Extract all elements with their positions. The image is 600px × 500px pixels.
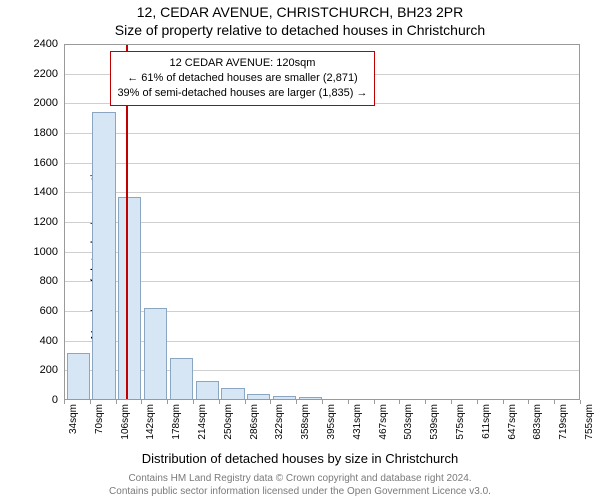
x-tick-mark xyxy=(580,400,581,404)
x-tick-label: 683sqm xyxy=(532,404,543,440)
y-tick-label: 400 xyxy=(40,335,58,347)
x-tick-mark xyxy=(503,400,504,404)
x-tick-label: 611sqm xyxy=(481,404,492,439)
x-tick-mark xyxy=(528,400,529,404)
info-box-line2: ← 61% of detached houses are smaller (2,… xyxy=(117,71,367,86)
x-tick-label: 539sqm xyxy=(429,404,440,440)
x-tick-label: 395sqm xyxy=(326,404,337,440)
x-tick-label: 719sqm xyxy=(558,404,569,440)
info-box-line3: 39% of semi-detached houses are larger (… xyxy=(117,86,367,101)
y-tick-label: 200 xyxy=(40,364,58,376)
footer-attribution: Contains HM Land Registry data © Crown c… xyxy=(0,473,600,498)
x-tick-label: 214sqm xyxy=(197,404,208,440)
property-info-box: 12 CEDAR AVENUE: 120sqm ← 61% of detache… xyxy=(110,51,374,106)
chart-plot-area: 0200400600800100012001400160018002000220… xyxy=(64,44,580,400)
x-axis-label: Distribution of detached houses by size … xyxy=(0,451,600,466)
x-tick-label: 322sqm xyxy=(274,404,285,440)
footer-line2: Contains public sector information licen… xyxy=(0,486,600,499)
x-tick-label: 431sqm xyxy=(352,404,363,440)
x-tick-label: 250sqm xyxy=(223,404,234,440)
x-tick-mark xyxy=(116,400,117,404)
x-tick-mark xyxy=(219,400,220,404)
x-tick-label: 503sqm xyxy=(403,404,414,440)
x-tick-mark xyxy=(167,400,168,404)
x-tick-mark xyxy=(193,400,194,404)
x-tick-mark xyxy=(90,400,91,404)
x-tick-label: 178sqm xyxy=(171,404,182,440)
x-tick-mark xyxy=(296,400,297,404)
y-tick-label: 1400 xyxy=(34,186,58,198)
y-tick-label: 1600 xyxy=(34,157,58,169)
x-tick-mark xyxy=(477,400,478,404)
x-tick-label: 286sqm xyxy=(249,404,260,440)
x-tick-label: 467sqm xyxy=(378,404,389,440)
page-title-subtitle: Size of property relative to detached ho… xyxy=(0,22,600,38)
x-tick-label: 647sqm xyxy=(507,404,518,440)
x-tick-mark xyxy=(374,400,375,404)
y-tick-label: 600 xyxy=(40,305,58,317)
x-tick-mark xyxy=(245,400,246,404)
x-tick-label: 575sqm xyxy=(455,404,466,440)
x-tick-mark xyxy=(399,400,400,404)
y-tick-label: 800 xyxy=(40,275,58,287)
x-tick-mark xyxy=(425,400,426,404)
y-tick-label: 2400 xyxy=(34,38,58,50)
y-tick-label: 1200 xyxy=(34,216,58,228)
y-tick-label: 0 xyxy=(52,394,58,406)
x-tick-mark xyxy=(322,400,323,404)
x-tick-label: 142sqm xyxy=(145,404,156,440)
x-tick-label: 106sqm xyxy=(120,404,131,440)
y-tick-label: 1000 xyxy=(34,246,58,258)
info-box-line1: 12 CEDAR AVENUE: 120sqm xyxy=(117,56,367,71)
y-tick-label: 2200 xyxy=(34,68,58,80)
x-tick-mark xyxy=(141,400,142,404)
x-tick-mark xyxy=(270,400,271,404)
page-title-address: 12, CEDAR AVENUE, CHRISTCHURCH, BH23 2PR xyxy=(0,4,600,20)
footer-line1: Contains HM Land Registry data © Crown c… xyxy=(0,473,600,486)
y-tick-label: 2000 xyxy=(34,97,58,109)
x-tick-label: 755sqm xyxy=(584,404,595,440)
x-tick-label: 358sqm xyxy=(300,404,311,440)
x-tick-mark xyxy=(554,400,555,404)
x-tick-label: 34sqm xyxy=(68,404,79,434)
x-tick-label: 70sqm xyxy=(94,404,105,434)
x-tick-mark xyxy=(64,400,65,404)
x-tick-mark xyxy=(451,400,452,404)
y-tick-label: 1800 xyxy=(34,127,58,139)
x-tick-mark xyxy=(348,400,349,404)
